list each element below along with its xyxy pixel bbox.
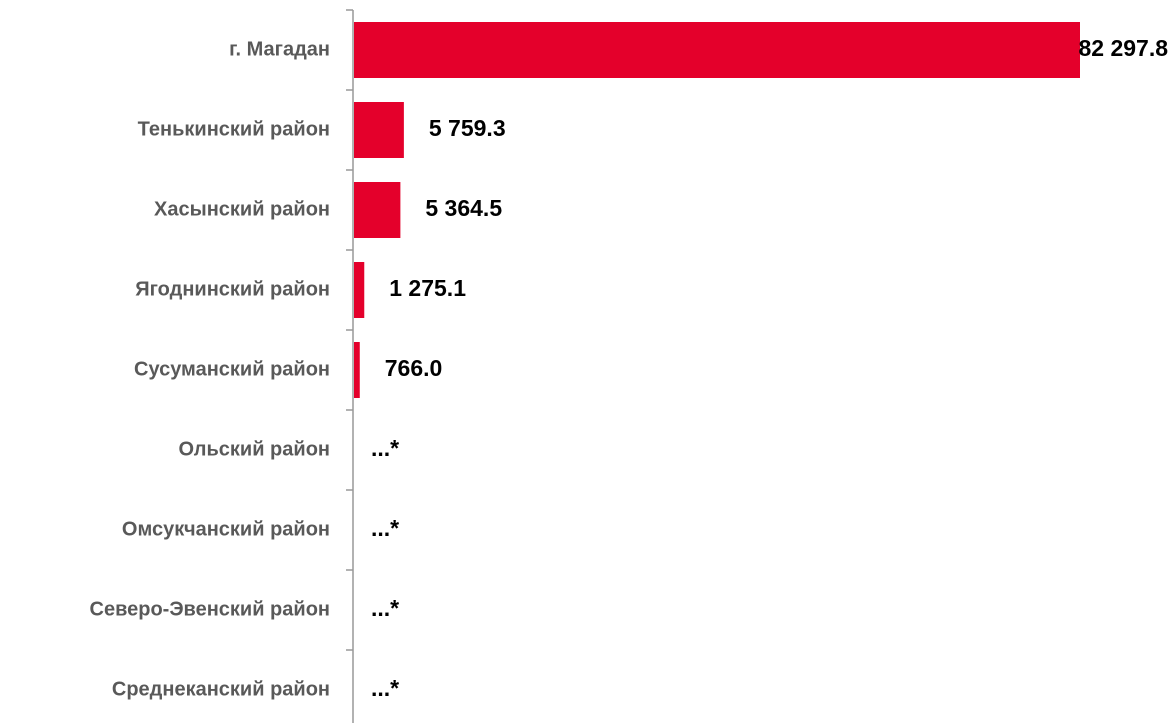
value-label: 5 759.3	[429, 115, 506, 141]
category-label: Омсукчанский район	[122, 518, 330, 540]
bar	[354, 342, 360, 398]
bar	[354, 22, 1080, 78]
value-label: 82 297.8	[1078, 35, 1168, 61]
value-label: 1 275.1	[389, 275, 466, 301]
category-label: Северо-Эвенский район	[90, 598, 331, 620]
bar	[354, 262, 365, 318]
value-label: 766.0	[385, 355, 443, 381]
value-label: 5 364.5	[425, 195, 502, 221]
bar	[354, 182, 401, 238]
value-label: ...*	[371, 435, 399, 461]
value-label: ...*	[371, 675, 399, 701]
category-label: Ольский район	[178, 438, 330, 460]
value-label: ...*	[371, 595, 399, 621]
category-label: Хасынский район	[154, 198, 330, 220]
category-label: Среднеканский район	[112, 678, 330, 700]
value-label: ...*	[371, 515, 399, 541]
category-label: Ягоднинский район	[135, 278, 330, 300]
category-label: г. Магадан	[229, 38, 330, 60]
category-label: Тенькинский район	[138, 118, 330, 140]
bar	[354, 102, 404, 158]
category-label: Сусуманский район	[134, 358, 330, 380]
